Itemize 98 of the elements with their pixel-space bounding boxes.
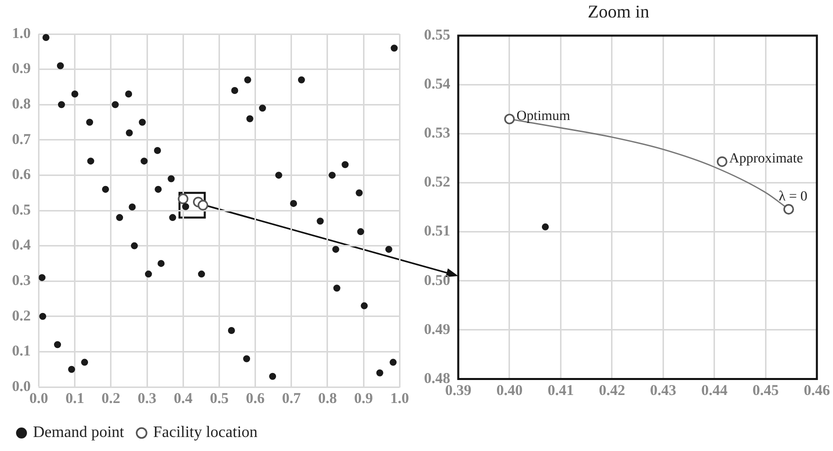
- point: [328, 172, 336, 179]
- x-tick-label: 0.9: [354, 390, 373, 407]
- legend-label: Demand point: [33, 424, 125, 442]
- point: [342, 161, 349, 168]
- x-tick-label: 0.5: [210, 390, 229, 407]
- x-tick-label: 0.2: [102, 390, 120, 407]
- y-tick-label: 0.2: [12, 308, 31, 324]
- point: [316, 218, 324, 225]
- y-tick-label: 0.1: [12, 344, 31, 360]
- point: [130, 242, 138, 250]
- y-tick-label: 0.52: [424, 174, 450, 191]
- point: [144, 270, 152, 278]
- point: [243, 355, 250, 362]
- x-tick-label: 1.0: [390, 390, 409, 407]
- point: [198, 270, 206, 278]
- point: [298, 76, 305, 84]
- y-tick-label: 0.53: [424, 126, 450, 142]
- x-tick-label: 0.41: [548, 382, 574, 399]
- x-tick-label: 0.4: [174, 390, 193, 407]
- y-tick-label: 0.9: [12, 61, 31, 78]
- y-tick-label: 0.50: [424, 272, 450, 289]
- x-tick-label: 0.40: [496, 382, 523, 399]
- point: [783, 204, 794, 215]
- point: [269, 372, 276, 380]
- x-tick-label: 0.7: [282, 390, 302, 407]
- point: [356, 189, 363, 196]
- point: [168, 175, 175, 182]
- y-tick-label: 1.0: [12, 26, 31, 42]
- y-tick-label: 0.3: [12, 272, 31, 289]
- point: [86, 118, 94, 126]
- y-tick-label: 0.7: [12, 132, 32, 148]
- point: [231, 86, 238, 94]
- point: [376, 369, 384, 376]
- x-tick-label: 0.44: [701, 382, 728, 399]
- point: [158, 260, 165, 267]
- annotation: Optimum: [516, 108, 570, 124]
- point: [385, 246, 392, 253]
- y-tick-label: 0.55: [424, 27, 450, 44]
- x-tick-label: 0.6: [246, 390, 266, 407]
- y-tick-label: 0.5: [12, 202, 31, 218]
- point: [228, 327, 235, 334]
- point: [140, 158, 148, 165]
- point: [360, 302, 368, 310]
- point: [54, 341, 62, 348]
- point: [154, 146, 161, 154]
- y-tick-label: 0.8: [12, 96, 31, 112]
- point: [112, 101, 119, 108]
- point: [71, 90, 78, 98]
- point: [198, 200, 208, 211]
- point: [39, 312, 46, 320]
- point: [126, 129, 133, 136]
- point: [42, 34, 50, 42]
- point: [154, 186, 162, 193]
- point: [246, 115, 254, 122]
- point: [125, 90, 132, 98]
- point: [390, 44, 398, 52]
- point: [102, 186, 110, 193]
- x-tick-label: 0.43: [650, 382, 676, 399]
- point: [542, 223, 549, 230]
- point: [58, 101, 65, 108]
- y-tick-label: 0.6: [12, 167, 32, 184]
- x-tick-label: 0.46: [804, 382, 830, 399]
- annotation: Approximate: [729, 152, 803, 167]
- x-tick-label: 0.3: [138, 390, 156, 407]
- x-tick-label: 0.45: [752, 382, 779, 399]
- point: [81, 358, 88, 366]
- y-tick-label: 0.49: [424, 322, 450, 338]
- point: [87, 158, 94, 165]
- annotation: λ = 0: [778, 189, 808, 204]
- point: [178, 194, 188, 204]
- point: [56, 62, 64, 70]
- point: [169, 214, 176, 222]
- point: [333, 284, 340, 292]
- point: [68, 366, 76, 373]
- point: [244, 76, 252, 84]
- point: [357, 228, 364, 236]
- point: [504, 114, 515, 124]
- legend-label: Facility location: [153, 424, 258, 442]
- x-tick-label: 0.8: [318, 390, 337, 407]
- point: [332, 246, 340, 253]
- point: [390, 358, 397, 366]
- y-tick-label: 0.4: [12, 238, 32, 254]
- point: [290, 200, 298, 207]
- point: [258, 104, 266, 112]
- y-tick-label: 0.51: [424, 224, 450, 240]
- point: [128, 203, 136, 210]
- point: [116, 214, 124, 222]
- point: [138, 118, 146, 126]
- point: [716, 156, 728, 167]
- chart-title: Zoom in: [588, 2, 650, 22]
- x-tick-label: 0.39: [445, 382, 472, 399]
- x-tick-label: 0.0: [29, 390, 48, 407]
- x-tick-label: 0.1: [65, 390, 84, 407]
- x-tick-label: 0.42: [598, 382, 626, 399]
- point: [275, 172, 282, 179]
- point: [182, 203, 190, 210]
- point: [38, 274, 46, 282]
- y-tick-label: 0.54: [424, 76, 451, 93]
